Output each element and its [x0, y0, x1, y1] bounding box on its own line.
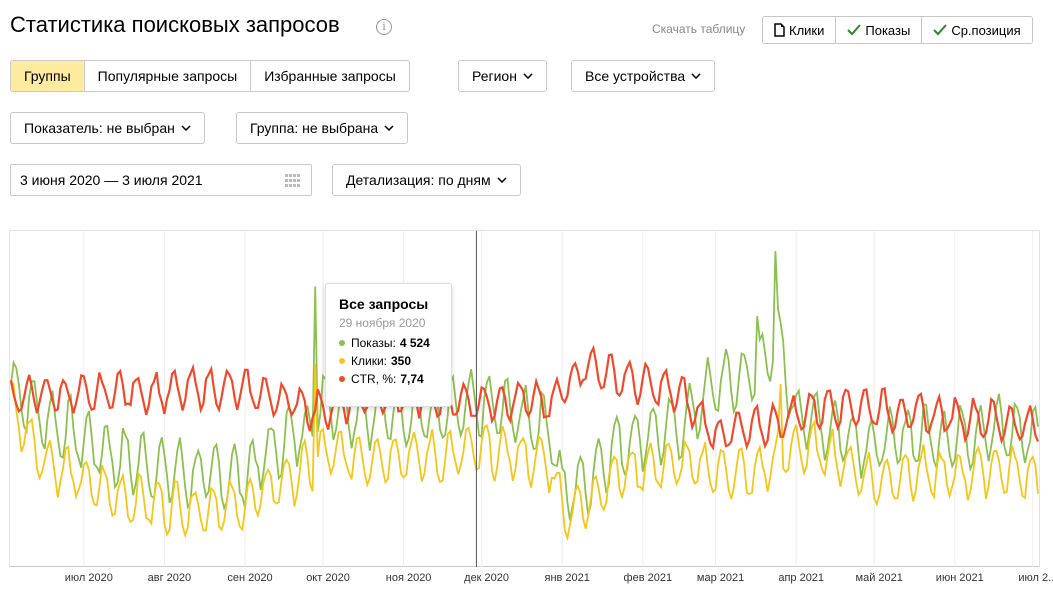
- tab-popular-queries[interactable]: Популярные запросы: [84, 61, 252, 91]
- region-dropdown[interactable]: Регион: [458, 60, 547, 92]
- detail-dropdown[interactable]: Детализация: по дням: [332, 164, 521, 196]
- tooltip-label: Показы:: [351, 336, 396, 350]
- tooltip-row-shows: Показы: 4 524: [339, 336, 438, 350]
- legend-dot-clicks: [339, 358, 345, 364]
- x-tick-label: апр 2021: [778, 572, 825, 584]
- x-axis-labels: июл 2020 авг 2020 сен 2020 окт 2020 ноя 2020…: [0, 572, 1053, 588]
- series-line-clicks: [10, 363, 1039, 542]
- x-tick-label: июл 2...: [1018, 572, 1053, 584]
- tooltip-label: Клики:: [351, 354, 387, 368]
- tooltip-value: 350: [390, 354, 412, 368]
- legend-dot-shows: [339, 340, 345, 346]
- tooltip-label: CTR, %:: [351, 372, 397, 386]
- download-table-link[interactable]: Скачать таблицу: [652, 22, 746, 36]
- x-tick-label: июл 2020: [64, 572, 113, 584]
- date-range-value: 3 июня 2020 — 3 июля 2021: [20, 172, 203, 188]
- x-tick-label: окт 2020: [306, 572, 350, 584]
- series-line-ctr: [10, 344, 1039, 451]
- x-tick-label: июн 2021: [935, 572, 984, 584]
- info-icon[interactable]: i: [376, 19, 392, 35]
- x-tick-label: янв 2021: [544, 572, 590, 584]
- indicator-dropdown[interactable]: Показатель: не выбран: [10, 112, 205, 144]
- devices-label: Все устройства: [585, 68, 686, 84]
- tooltip-value: 7,74: [400, 372, 424, 386]
- toggle-shows[interactable]: Показы: [836, 17, 923, 43]
- line-chart[interactable]: [10, 231, 1039, 567]
- tab-favorite-queries[interactable]: Избранные запросы: [251, 61, 409, 91]
- indicator-label: Показатель: не выбран: [24, 120, 175, 136]
- x-tick-label: сен 2020: [227, 572, 273, 584]
- view-tabs: Группы Популярные запросы Избранные запр…: [10, 60, 410, 92]
- chevron-down-icon: [691, 73, 701, 79]
- chevron-down-icon: [181, 125, 191, 131]
- tooltip-row-clicks: Клики: 350: [339, 354, 438, 368]
- chevron-down-icon: [384, 125, 394, 131]
- page-title: Статистика поисковых запросов: [10, 12, 340, 37]
- devices-dropdown[interactable]: Все устройства: [571, 60, 716, 92]
- check-icon: [847, 24, 862, 36]
- chart-tooltip: Все запросы 29 ноября 2020 Показы: 4 524…: [325, 283, 452, 407]
- legend-dot-ctr: [339, 376, 345, 382]
- toggle-clicks-label: Клики: [789, 22, 825, 38]
- x-tick-label: авг 2020: [147, 572, 192, 584]
- chevron-down-icon: [523, 73, 533, 79]
- detail-label: Детализация: по дням: [346, 172, 491, 188]
- toggle-shows-label: Показы: [865, 22, 911, 38]
- metric-toggle-group: Клики Показы Ср.позиция: [762, 16, 1033, 44]
- toggle-avg-position-label: Ср.позиция: [951, 22, 1021, 38]
- check-icon: [933, 24, 948, 36]
- x-tick-label: дек 2020: [464, 572, 510, 584]
- group-dropdown[interactable]: Группа: не выбрана: [236, 112, 409, 144]
- tooltip-date: 29 ноября 2020: [339, 316, 426, 330]
- group-label: Группа: не выбрана: [250, 120, 379, 136]
- tooltip-title: Все запросы: [339, 296, 429, 312]
- toggle-avg-position[interactable]: Ср.позиция: [922, 17, 1032, 43]
- calendar-icon[interactable]: [285, 174, 301, 187]
- chevron-down-icon: [497, 177, 507, 183]
- x-tick-label: ноя 2020: [385, 572, 432, 584]
- document-icon: [774, 23, 785, 37]
- tooltip-row-ctr: CTR, %: 7,74: [339, 372, 438, 386]
- date-range-input[interactable]: 3 июня 2020 — 3 июля 2021: [10, 164, 312, 196]
- region-label: Регион: [472, 68, 517, 84]
- chart-area[interactable]: [9, 230, 1040, 567]
- x-tick-label: мар 2021: [696, 572, 745, 584]
- series-line-shows: [10, 250, 1039, 521]
- x-tick-label: фев 2021: [623, 572, 673, 584]
- toggle-clicks[interactable]: Клики: [763, 17, 837, 43]
- x-tick-label: май 2021: [855, 572, 903, 584]
- tab-groups[interactable]: Группы: [11, 61, 85, 91]
- tooltip-value: 4 524: [399, 336, 430, 350]
